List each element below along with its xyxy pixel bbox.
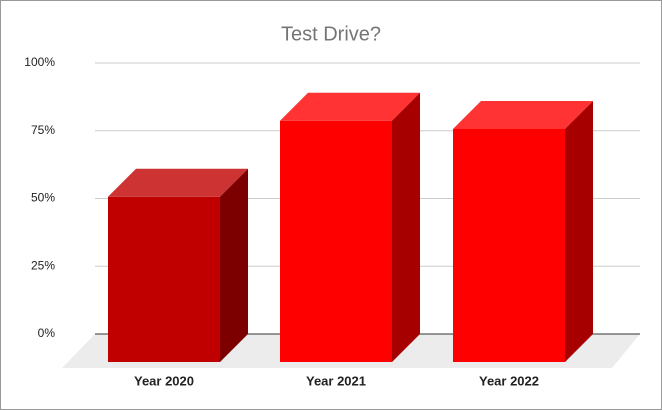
bar	[453, 100, 593, 362]
x-tick-label: Year 2021	[306, 373, 366, 388]
bar-front	[453, 128, 565, 362]
bar-side	[565, 100, 593, 362]
bar-top	[108, 168, 248, 197]
bar-side	[392, 92, 420, 362]
y-tick-label: 25%	[31, 258, 55, 272]
y-tick-label: 0%	[38, 326, 56, 340]
x-tick-label: Year 2020	[134, 373, 194, 388]
bar-side	[220, 168, 248, 362]
bar-front	[108, 196, 220, 362]
bar-top	[280, 92, 420, 121]
bar-top	[453, 100, 593, 129]
chart-title: Test Drive?	[281, 23, 381, 45]
bar	[108, 168, 248, 362]
y-tick-label: 75%	[31, 123, 55, 137]
bar-front	[280, 120, 392, 362]
y-tick-label: 100%	[24, 55, 55, 69]
y-tick-label: 50%	[31, 191, 55, 205]
x-tick-label: Year 2022	[479, 373, 539, 388]
bar	[280, 92, 420, 362]
